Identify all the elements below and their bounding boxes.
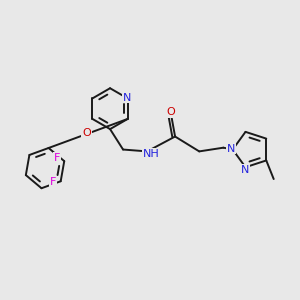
Text: N: N	[240, 165, 249, 175]
Text: F: F	[54, 153, 60, 163]
Text: NH: NH	[142, 149, 159, 159]
Text: N: N	[123, 92, 131, 103]
Text: N: N	[226, 144, 235, 154]
Text: F: F	[50, 177, 56, 187]
Text: O: O	[166, 107, 175, 117]
Text: O: O	[82, 128, 91, 137]
